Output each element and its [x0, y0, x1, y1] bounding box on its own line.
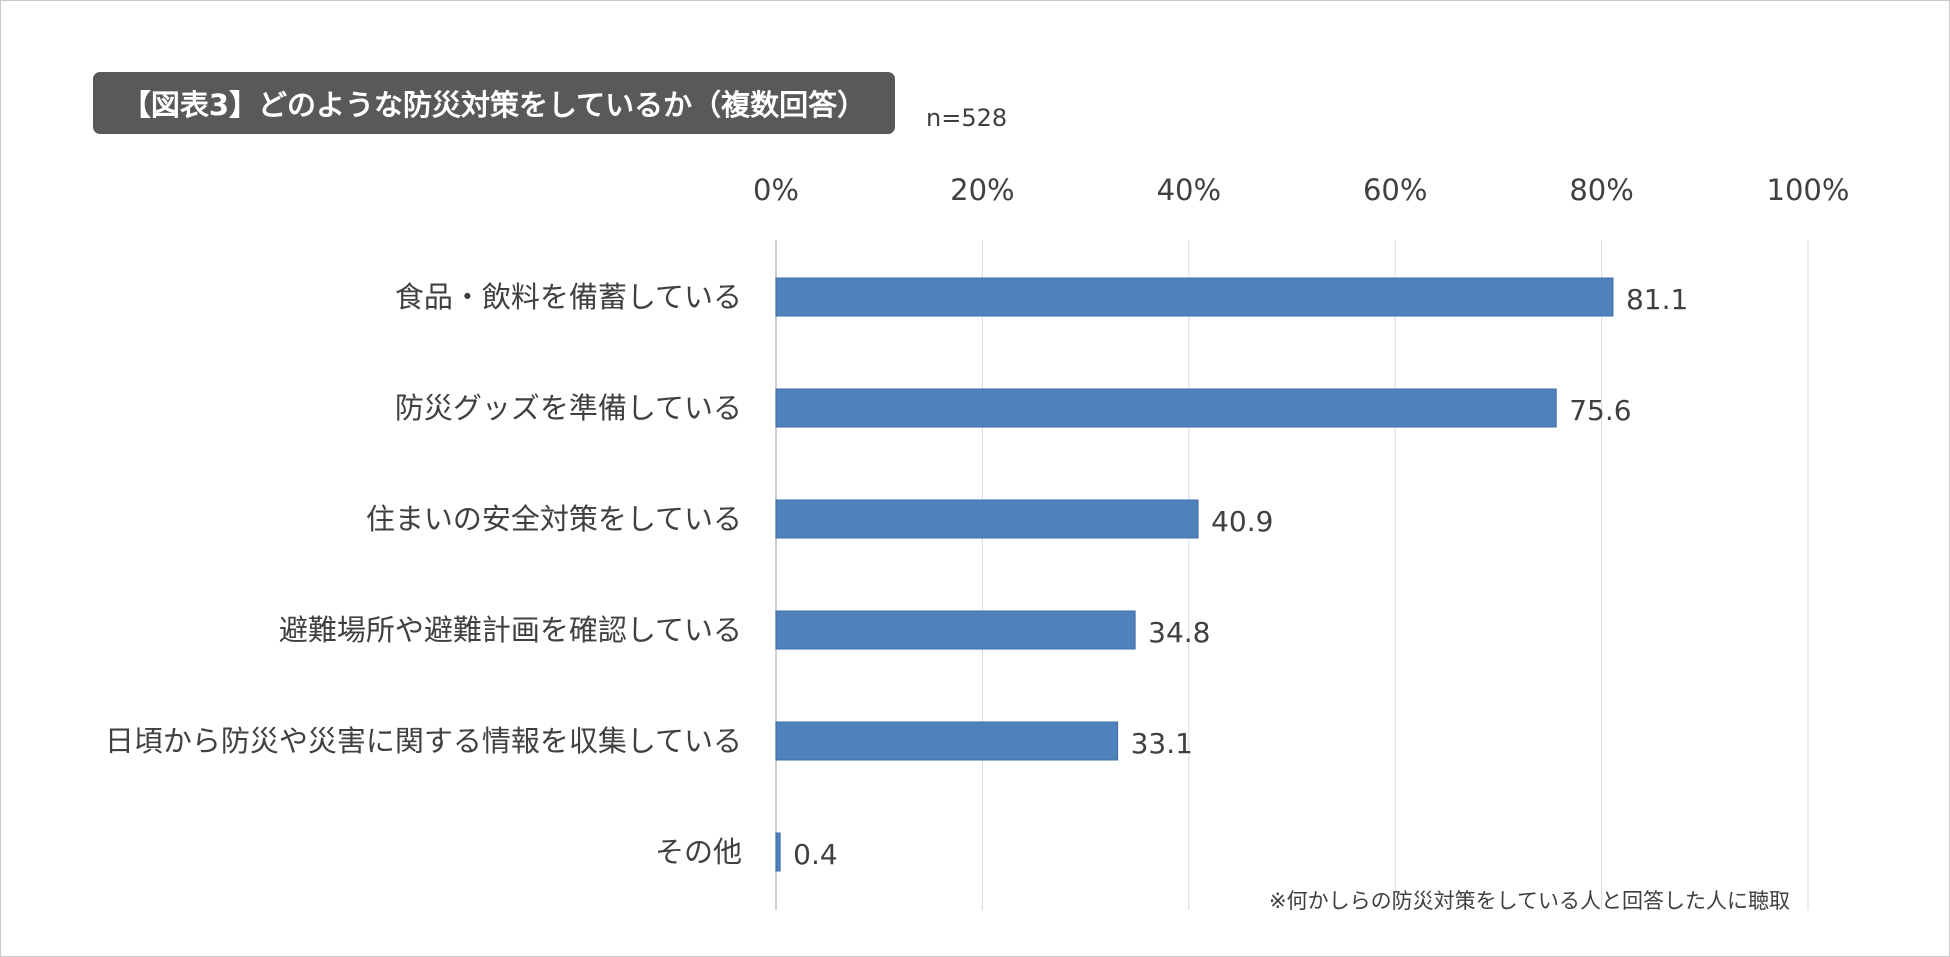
- bar: [775, 610, 1136, 650]
- x-tick-label: 80%: [1569, 173, 1633, 207]
- bar: [775, 277, 1614, 317]
- bar: [775, 499, 1199, 539]
- sample-size-label: n=528: [926, 104, 1008, 132]
- footnote: ※何かしらの防災対策をしている人と回答した人に聴取: [1269, 889, 1790, 913]
- data-label: 33.1: [1131, 727, 1193, 760]
- data-label: 81.1: [1626, 283, 1688, 316]
- category-label: 防災グッズを準備している: [395, 391, 742, 425]
- data-label: 75.6: [1569, 394, 1631, 427]
- x-tick-label: 20%: [950, 173, 1014, 207]
- data-label: 40.9: [1211, 505, 1273, 538]
- bar: [775, 832, 781, 872]
- x-tick-label: 100%: [1767, 173, 1850, 207]
- category-label: 避難場所や避難計画を確認している: [279, 613, 742, 647]
- category-label: 日頃から防災や災害に関する情報を収集している: [105, 724, 742, 758]
- data-label: 0.4: [793, 838, 838, 871]
- data-label: 34.8: [1148, 616, 1210, 649]
- x-tick-label: 60%: [1363, 173, 1427, 207]
- category-label: 住まいの安全対策をしている: [366, 502, 742, 536]
- chart-title-box: 【図表3】どのような防災対策をしているか（複数回答）: [93, 72, 895, 134]
- bar: [775, 721, 1119, 761]
- category-label: その他: [655, 835, 742, 869]
- bar: [775, 388, 1557, 428]
- x-tick-label: 0%: [753, 173, 799, 207]
- chart-title: 【図表3】どのような防災対策をしているか（複数回答）: [121, 88, 867, 122]
- x-tick-label: 40%: [1157, 173, 1221, 207]
- category-label: 食品・飲料を備蓄している: [395, 280, 742, 314]
